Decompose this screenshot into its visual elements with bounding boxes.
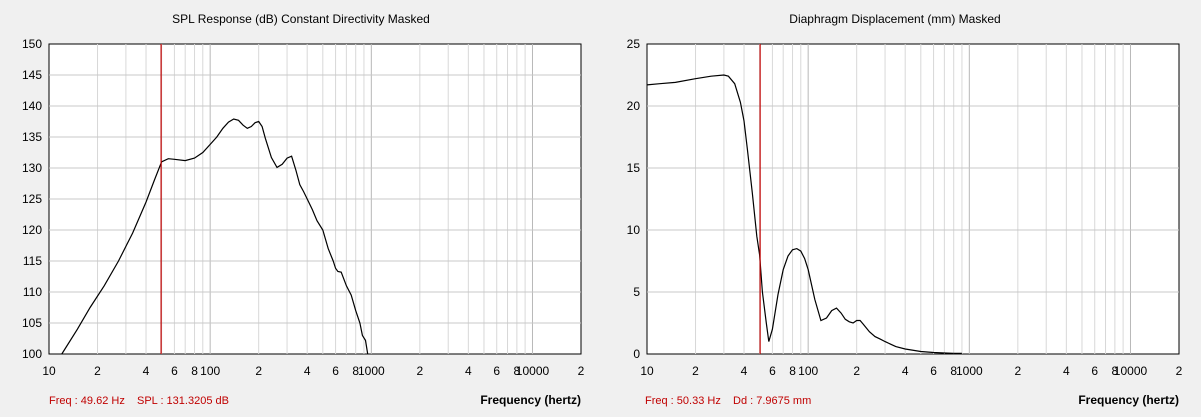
x-tick-label: 6 <box>332 364 339 378</box>
x-tick-label: 6 <box>493 364 500 378</box>
x-tick-label: 2 <box>94 364 101 378</box>
y-tick-label: 140 <box>22 99 42 113</box>
y-tick-label: 150 <box>22 37 42 51</box>
y-tick-label: 120 <box>22 223 42 237</box>
x-tick-label: 10000 <box>1114 364 1148 378</box>
x-tick-label: 2 <box>1014 364 1021 378</box>
x-tick-label: 8 <box>950 364 957 378</box>
y-tick-label: 15 <box>627 161 641 175</box>
y-tick-label: 125 <box>22 192 42 206</box>
x-tick-label: 2 <box>1176 364 1183 378</box>
displacement-line <box>646 74 962 354</box>
x-tick-label: 2 <box>578 364 585 378</box>
x-tick-label: 6 <box>930 364 937 378</box>
x-tick-label: 2 <box>255 364 262 378</box>
freq-readout: Freq : 49.62 Hz <box>49 395 125 407</box>
x-tick-label: 6 <box>1091 364 1098 378</box>
chart-title: Diaphragm Displacement (mm) Masked <box>789 12 1000 26</box>
y-tick-label: 5 <box>633 285 640 299</box>
y-tick-label: 145 <box>22 68 42 82</box>
x-tick-label: 2 <box>416 364 423 378</box>
diaphragm-displacement-chart: Diaphragm Displacement (mm) Masked 0 5 10 1… <box>627 12 1183 407</box>
x-tick-label: 6 <box>769 364 776 378</box>
y-tick-label: 135 <box>22 130 42 144</box>
x-tick-label: 8 <box>352 364 359 378</box>
y-tick-label: 110 <box>23 285 42 299</box>
x-tick-label: 4 <box>902 364 909 378</box>
x-tick-label: 8 <box>1112 364 1119 378</box>
grid-lines <box>49 44 581 354</box>
x-tick-label: 4 <box>741 364 748 378</box>
x-tick-label: 1000 <box>956 364 983 378</box>
x-tick-label: 2 <box>692 364 699 378</box>
x-tick-label: 2 <box>853 364 860 378</box>
y-tick-label: 130 <box>22 161 42 175</box>
y-tick-label: 105 <box>22 316 42 330</box>
y-tick-label: 10 <box>627 223 641 237</box>
x-tick-label: 4 <box>1063 364 1070 378</box>
x-tick-label: 8 <box>789 364 796 378</box>
chart-title: SPL Response (dB) Constant Directivity M… <box>172 12 430 26</box>
y-tick-label: 25 <box>627 37 641 51</box>
x-tick-label: 4 <box>143 364 150 378</box>
x-tick-label: 100 <box>200 364 220 378</box>
y-tick-label: 115 <box>23 254 42 268</box>
x-tick-label: 8 <box>191 364 198 378</box>
y-tick-labels: 100 105 110 115 120 125 130 135 140 145 150 <box>22 37 42 361</box>
x-tick-label: 4 <box>304 364 311 378</box>
x-axis-title: Frequency (hertz) <box>1078 393 1179 407</box>
x-tick-label: 1000 <box>358 364 385 378</box>
spl-response-chart: SPL Response (dB) Constant Directivity M… <box>22 12 585 407</box>
x-tick-label: 8 <box>514 364 521 378</box>
plot-area[interactable] <box>646 43 1180 355</box>
x-tick-label: 10 <box>42 364 56 378</box>
x-tick-label: 100 <box>798 364 818 378</box>
y-tick-labels: 0 5 10 15 20 25 <box>627 37 641 361</box>
spl-response-line <box>61 118 369 355</box>
x-tick-label: 10000 <box>516 364 550 378</box>
x-tick-label: 4 <box>465 364 472 378</box>
y-tick-label: 0 <box>633 347 640 361</box>
y-tick-label: 20 <box>627 99 641 113</box>
x-tick-label: 6 <box>171 364 178 378</box>
displacement-readout: Dd : 7.9675 mm <box>733 395 811 407</box>
x-axis-title: Frequency (hertz) <box>480 393 581 407</box>
y-tick-label: 100 <box>22 347 42 361</box>
freq-readout: Freq : 50.33 Hz <box>645 395 721 407</box>
spl-readout: SPL : 131.3205 dB <box>137 395 229 407</box>
x-tick-label: 10 <box>640 364 654 378</box>
